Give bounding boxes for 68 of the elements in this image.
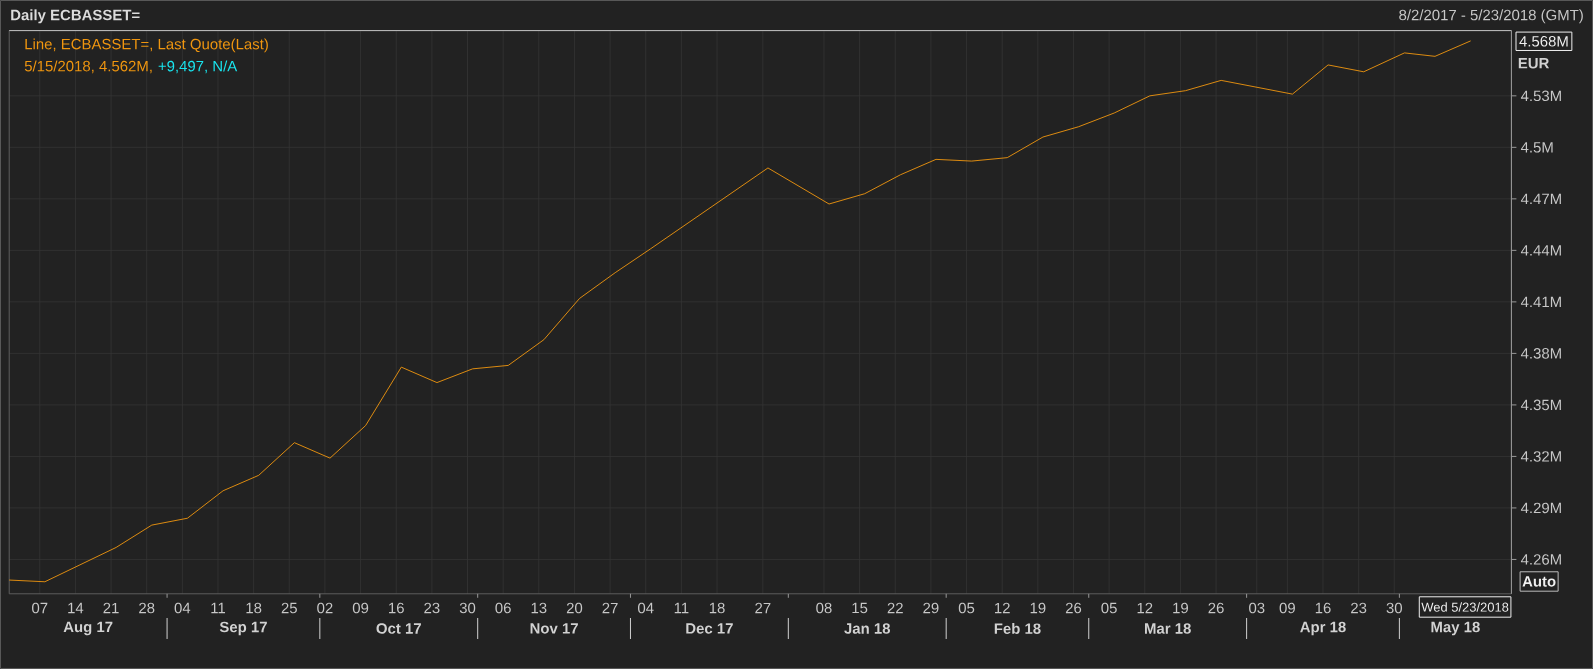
y-tick-label: 4.29M xyxy=(1520,502,1561,514)
line-series xyxy=(8,40,1472,583)
chart-title: Daily ECBASSET= xyxy=(11,9,140,24)
x-tick-label: 11 xyxy=(674,602,689,614)
x-tick-label: 11 xyxy=(211,602,226,614)
x-tick-label: 20 xyxy=(566,602,583,614)
y-tick-label: 4.5M xyxy=(1520,142,1553,153)
text: Sep 17 xyxy=(219,621,267,636)
text: Apr 18 xyxy=(1300,621,1346,636)
x-tick-label: 05 xyxy=(958,602,975,614)
x-tick-label: 30 xyxy=(1386,602,1402,614)
x-tick-label: 28 xyxy=(139,602,155,614)
x-tick-label: 23 xyxy=(1351,602,1367,614)
x-tick-label: 27 xyxy=(602,602,618,614)
annotation: 5/15/2018, 4.562M, xyxy=(24,60,152,74)
x-tick-label: 26 xyxy=(1208,602,1224,614)
x-tick-label: 13 xyxy=(531,602,547,614)
text: Line, ECBASSET=, Last Quote(Last) xyxy=(25,38,268,53)
x-tick-label: 22 xyxy=(887,602,903,614)
text: Feb 18 xyxy=(994,623,1041,634)
x-tick-label: 16 xyxy=(1315,602,1331,614)
x-tick-label: 12 xyxy=(995,602,1010,614)
chart-subtitle: 8/2/2017 - 5/23/2018 (GMT) xyxy=(1399,9,1583,24)
x-tick-label: 09 xyxy=(352,602,369,614)
x-tick-label: 15 xyxy=(852,602,868,614)
text: Auto xyxy=(1522,576,1556,587)
text: Oct 17 xyxy=(376,623,421,634)
text: Aug 17 xyxy=(63,621,113,636)
y-tick-label: 4.47M xyxy=(1520,193,1561,204)
x-tick-label: 27 xyxy=(755,602,771,614)
y-tick-label: 4.26M xyxy=(1520,554,1561,565)
x-tick-label: 08 xyxy=(816,602,832,614)
text: 4.568M xyxy=(1519,35,1568,47)
text: Nov 17 xyxy=(530,623,578,634)
x-tick-label: 29 xyxy=(923,602,939,614)
x-tick-label: 04 xyxy=(174,602,191,614)
x-tick-label: 07 xyxy=(32,602,48,614)
x-tick-label: 03 xyxy=(1249,602,1265,614)
y-tick-label: 4.32M xyxy=(1520,451,1561,462)
x-tick-label: 18 xyxy=(246,602,262,614)
x-tick-label: 06 xyxy=(495,602,511,614)
y-tick-label: 4.53M xyxy=(1520,90,1561,102)
text: May 18 xyxy=(1431,621,1480,636)
x-tick-label: 14 xyxy=(68,602,84,614)
x-tick-label: 16 xyxy=(389,602,404,614)
y-tick-label: 4.35M xyxy=(1520,399,1561,411)
x-tick-label: 09 xyxy=(1279,602,1295,614)
y-tick-label: 4.41M xyxy=(1520,296,1561,308)
text: Dec 17 xyxy=(686,623,733,634)
x-tick-label: 25 xyxy=(281,602,297,614)
x-tick-label: 23 xyxy=(424,602,440,614)
y-tick-label: 4.38M xyxy=(1520,348,1561,359)
x-tick-label: 02 xyxy=(317,602,333,614)
text: Mar 18 xyxy=(1145,623,1191,634)
x-tick-label: 19 xyxy=(1030,602,1046,614)
y-axis-title: EUR xyxy=(1518,58,1550,69)
x-tick-label: 19 xyxy=(1173,602,1189,614)
y-tick-label: 4.44M xyxy=(1520,245,1561,256)
annotation: +9,497, N/A xyxy=(158,60,238,74)
x-tick-label: 26 xyxy=(1065,602,1082,614)
text: Wed 5/23/2018 xyxy=(1421,602,1509,612)
text: Jan 18 xyxy=(844,623,891,634)
x-tick-label: 05 xyxy=(1101,602,1117,614)
x-tick-label: 12 xyxy=(1137,602,1153,614)
x-tick-label: 30 xyxy=(459,602,476,614)
x-tick-label: 18 xyxy=(709,602,725,614)
x-tick-label: 04 xyxy=(638,602,654,614)
x-tick-label: 21 xyxy=(103,602,119,614)
